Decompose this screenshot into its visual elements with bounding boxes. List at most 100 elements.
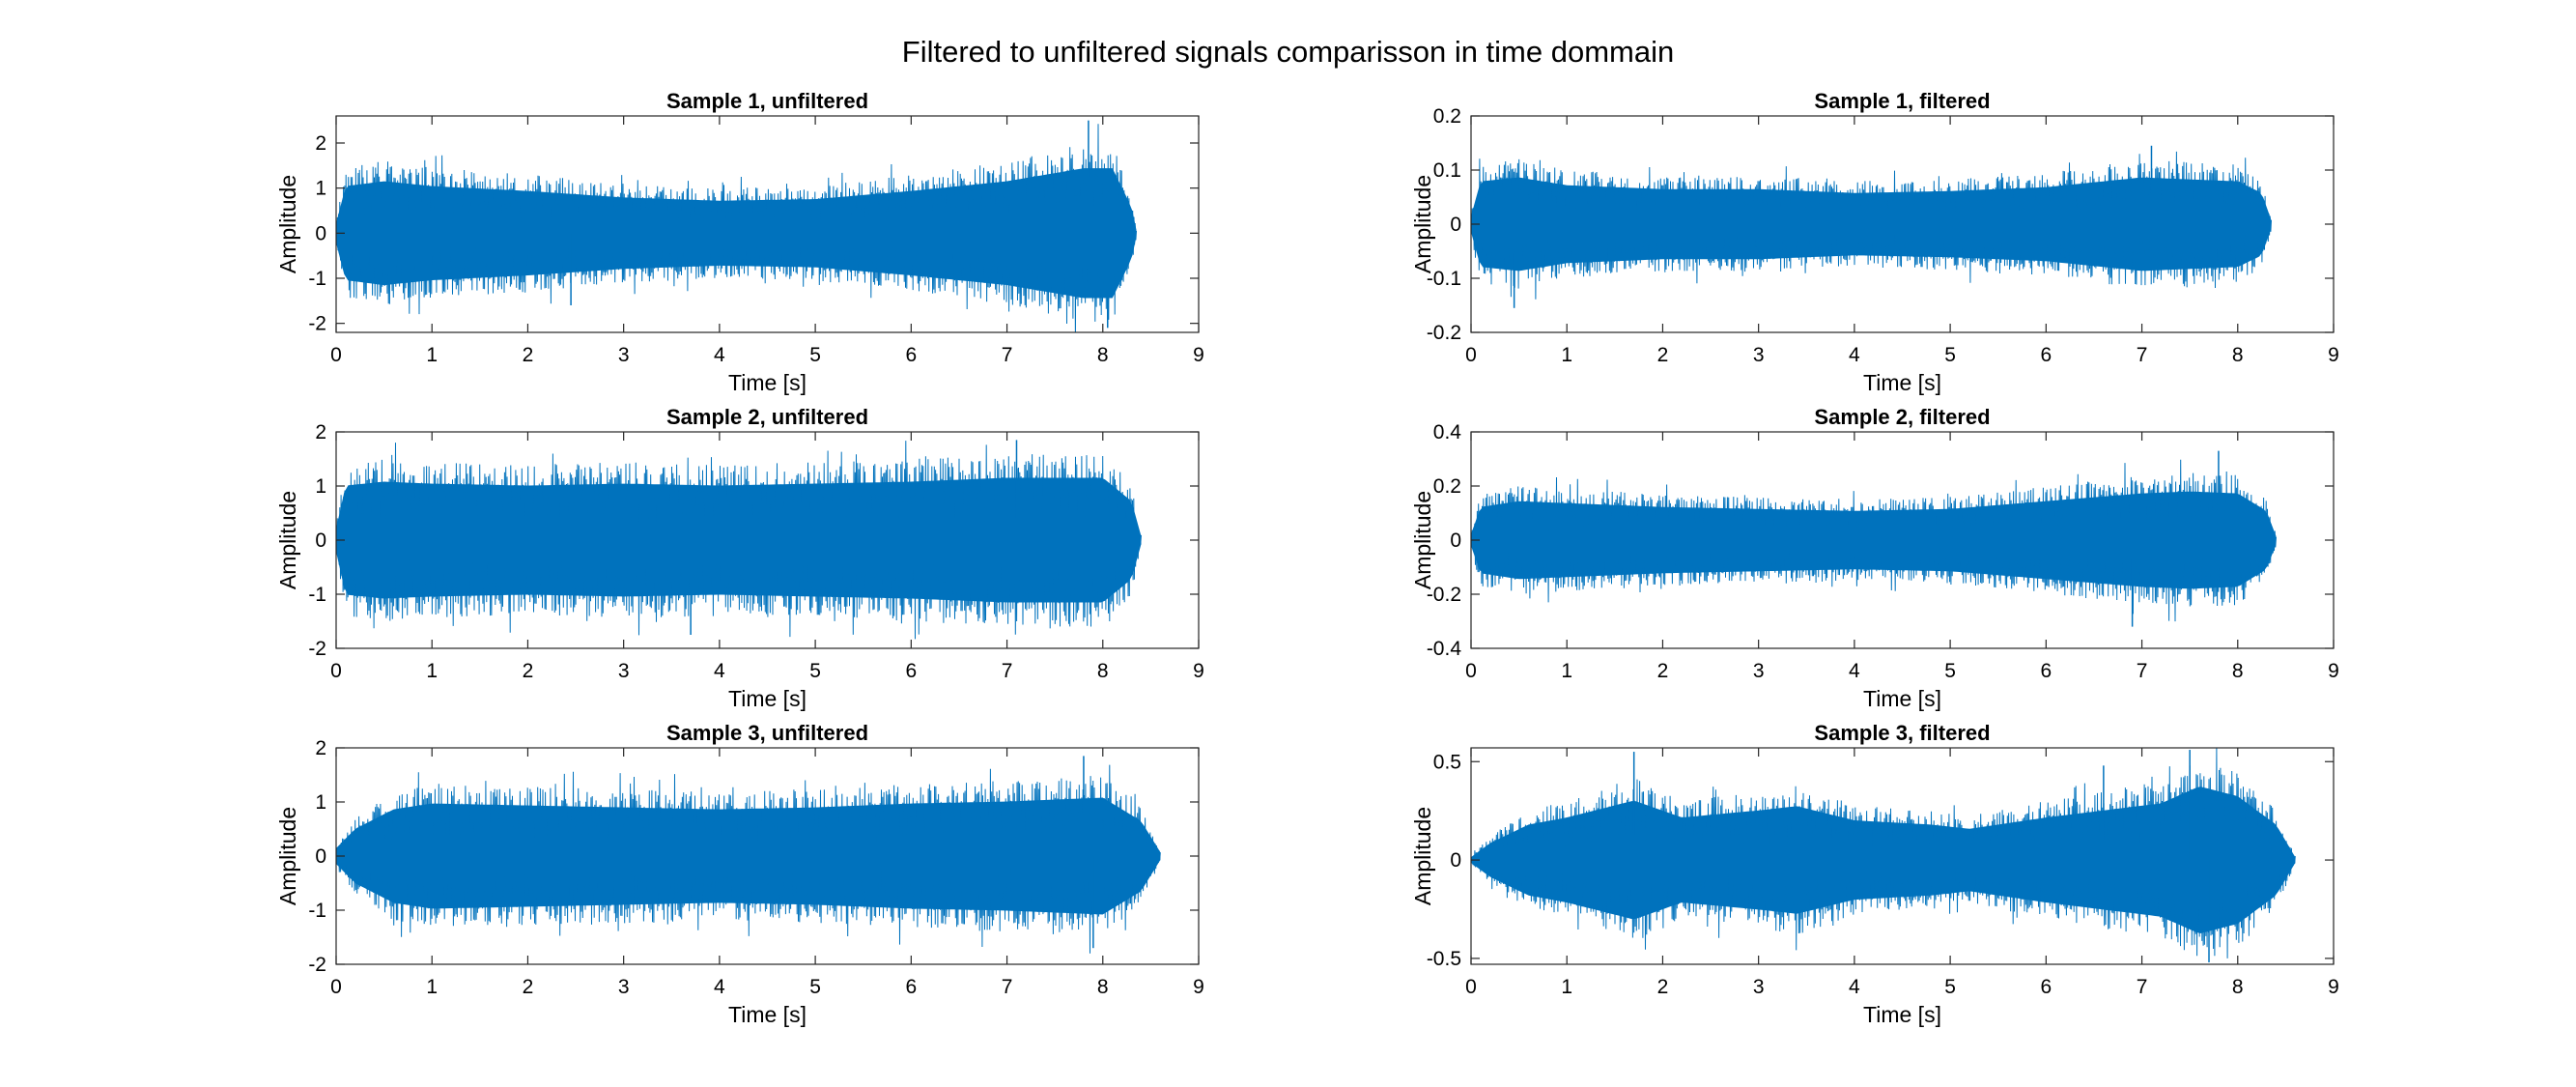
x-tick-label: 8 [2232, 344, 2244, 366]
x-tick-label: 2 [523, 660, 534, 682]
y-tick-label: 0 [1450, 529, 1461, 552]
x-tick-label: 1 [426, 660, 438, 682]
signal-series [336, 756, 1161, 954]
subplot-title: Sample 1, unfiltered [666, 89, 868, 113]
x-axis-label: Time [s] [728, 686, 807, 711]
y-tick-label: -0.2 [1427, 322, 1461, 344]
y-tick-label: -0.4 [1427, 638, 1462, 660]
x-tick-label: 5 [1944, 976, 1956, 998]
signal-trace [1471, 151, 2272, 300]
signal-series [336, 440, 1142, 640]
y-axis-label: Amplitude [275, 175, 300, 273]
x-tick-label: 2 [1657, 660, 1669, 682]
x-tick-label: 7 [2137, 976, 2148, 998]
x-tick-label: 8 [1097, 660, 1109, 682]
x-axis-label: Time [s] [1863, 686, 1941, 711]
signal-series [1471, 450, 2277, 627]
x-tick-label: 0 [1465, 660, 1477, 682]
y-tick-label: -2 [308, 313, 326, 335]
y-tick-label: -0.5 [1427, 948, 1461, 970]
x-tick-label: 9 [2328, 660, 2339, 682]
axes-box [335, 115, 1200, 333]
y-tick-label: -2 [308, 954, 326, 976]
x-tick-label: 3 [1753, 660, 1765, 682]
x-tick-label: 5 [1944, 660, 1956, 682]
subplot-3: 0 1 2 3 4 5 6 7 8 9 -2 -1 0 1 2 Sample 2, unfiltered Tim… [275, 405, 1204, 711]
signal-trace [1471, 459, 2277, 622]
y-tick-label: 0.5 [1433, 751, 1461, 773]
y-axis-label: Amplitude [1410, 807, 1435, 905]
x-tick-label: 3 [618, 976, 630, 998]
y-tick-label: -1 [308, 900, 326, 922]
y-tick-label: -0.2 [1427, 584, 1461, 606]
x-tick-label: 1 [426, 344, 438, 366]
subplot-title: Sample 3, filtered [1814, 721, 1990, 745]
y-tick-label: 2 [315, 132, 326, 155]
figure-title: Filtered to unfiltered signals compariss… [901, 35, 1675, 69]
x-tick-label: 7 [1002, 344, 1013, 366]
x-tick-label: 5 [1944, 344, 1956, 366]
signal-trace [336, 764, 1161, 954]
x-tick-label: 3 [1753, 976, 1765, 998]
y-tick-label: 0.2 [1433, 105, 1461, 128]
x-axis-label: Time [s] [1863, 370, 1941, 395]
x-tick-label: 1 [1561, 976, 1572, 998]
x-tick-label: 8 [1097, 344, 1109, 366]
subplot-title: Sample 2, filtered [1814, 405, 1990, 429]
x-tick-label: 9 [2328, 344, 2339, 366]
signal-series [1471, 748, 2296, 962]
y-tick-label: 1 [315, 791, 326, 814]
x-tick-label: 7 [2137, 660, 2148, 682]
subplot-title: Sample 1, filtered [1814, 89, 1990, 113]
y-tick-label: 0.2 [1433, 475, 1461, 498]
x-tick-label: 9 [1193, 976, 1204, 998]
x-tick-label: 0 [330, 344, 342, 366]
x-tick-label: 6 [2040, 976, 2052, 998]
y-tick-label: -1 [308, 584, 326, 606]
x-axis-label: Time [s] [728, 370, 807, 395]
x-tick-label: 9 [1193, 660, 1204, 682]
axes-box [1470, 747, 2335, 965]
x-tick-label: 1 [1561, 660, 1572, 682]
x-tick-label: 5 [809, 976, 821, 998]
y-tick-label: 0 [1450, 214, 1461, 236]
x-tick-label: 9 [1193, 344, 1204, 366]
x-axis-label: Time [s] [728, 1002, 807, 1027]
x-tick-label: 0 [330, 660, 342, 682]
x-tick-label: 2 [523, 344, 534, 366]
x-tick-label: 3 [618, 344, 630, 366]
y-tick-label: 0 [315, 529, 326, 552]
y-axis-label: Amplitude [275, 491, 300, 589]
x-tick-label: 8 [1097, 976, 1109, 998]
y-tick-label: 0 [315, 845, 326, 868]
y-tick-label: -2 [308, 638, 326, 660]
y-tick-label: 2 [315, 421, 326, 443]
x-tick-label: 8 [2232, 660, 2244, 682]
signal-series [336, 120, 1137, 332]
subplot-4: 0 1 2 3 4 5 6 7 8 9 -0.4 -0.2 0 0.2 0.4 Sample 2, filte… [1410, 405, 2339, 711]
x-tick-label: 7 [2137, 344, 2148, 366]
x-tick-label: 7 [1002, 976, 1013, 998]
y-tick-label: 0.4 [1433, 421, 1462, 443]
x-tick-label: 6 [905, 344, 917, 366]
signal-trace [336, 124, 1137, 332]
x-tick-label: 6 [2040, 344, 2052, 366]
y-axis-label: Amplitude [1410, 491, 1435, 589]
x-tick-label: 9 [2328, 976, 2339, 998]
x-tick-label: 6 [2040, 660, 2052, 682]
y-tick-label: 0 [315, 222, 326, 244]
x-tick-label: 4 [714, 344, 725, 366]
y-tick-label: -1 [308, 268, 326, 290]
y-axis-label: Amplitude [275, 807, 300, 905]
subplot-5: 0 1 2 3 4 5 6 7 8 9 -2 -1 0 1 2 Sample 3, unfiltered Tim… [275, 721, 1204, 1027]
x-axis-label: Time [s] [1863, 1002, 1941, 1027]
x-tick-label: 8 [2232, 976, 2244, 998]
subplot-title: Sample 3, unfiltered [666, 721, 868, 745]
x-tick-label: 0 [1465, 976, 1477, 998]
x-tick-label: 5 [809, 660, 821, 682]
x-tick-label: 0 [330, 976, 342, 998]
subplot-1: 0 1 2 3 4 5 6 7 8 9 -2 -1 0 1 2 Sample 1, unfiltered Tim… [275, 89, 1204, 395]
x-tick-label: 3 [1753, 344, 1765, 366]
